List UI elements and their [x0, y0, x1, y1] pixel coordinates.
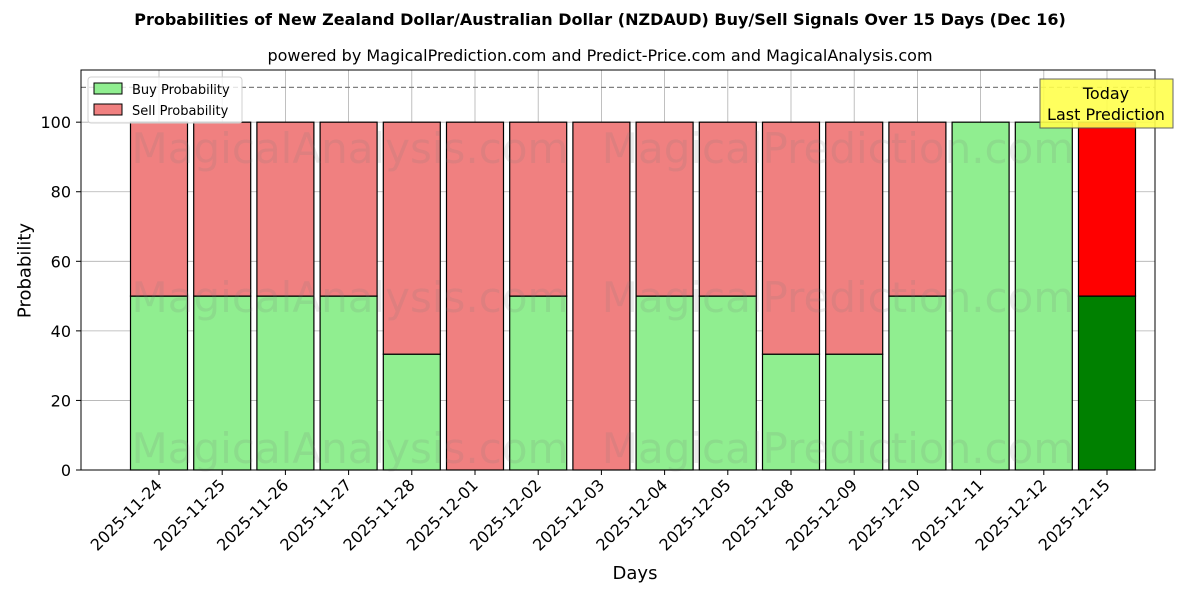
svg-text:80: 80	[51, 183, 71, 202]
svg-text:MagicalAnalysis.com: MagicalAnalysis.com	[132, 124, 569, 173]
svg-text:20: 20	[51, 391, 71, 410]
bar-group-2025-12-05	[698, 121, 757, 471]
svg-text:MagicalPrediction.com: MagicalPrediction.com	[602, 273, 1075, 322]
y-axis-label: Probability	[14, 222, 36, 319]
svg-text:100: 100	[40, 113, 71, 132]
today-annotation: Today Last Prediction	[1039, 78, 1174, 129]
bar-group-2025-12-09	[825, 121, 884, 471]
legend-buy-label: Buy Probability	[132, 83, 230, 98]
buy-bar	[129, 295, 189, 471]
svg-text:Last Prediction: Last Prediction	[1047, 105, 1165, 124]
buy-bar	[1077, 295, 1137, 471]
buy-bar	[951, 121, 1010, 471]
buy-bar	[635, 295, 694, 471]
sell-bar	[256, 121, 315, 297]
svg-text:MagicalAnalysis.com: MagicalAnalysis.com	[132, 273, 569, 322]
buy-bar	[825, 353, 884, 471]
buy-bar	[888, 295, 947, 471]
watermarks: MagicalAnalysis.com MagicalPrediction.com…	[132, 124, 1075, 473]
sell-bar	[1077, 121, 1137, 297]
buy-bar	[319, 295, 378, 471]
svg-text:Today: Today	[1082, 84, 1129, 103]
chart-title: Probabilities of New Zealand Dollar/Aust…	[134, 10, 1066, 29]
legend-sell-label: Sell Probability	[132, 104, 229, 119]
svg-text:MagicalPrediction.com: MagicalPrediction.com	[602, 424, 1075, 473]
buy-bar	[698, 295, 757, 471]
bar-group-2025-12-15	[1077, 121, 1137, 471]
sell-bar	[698, 121, 757, 297]
x-axis-ticks: 2025-11-242025-11-252025-11-262025-11-27…	[87, 470, 1114, 555]
bar-group-2025-11-25	[193, 121, 252, 471]
legend: Buy Probability Sell Probability	[87, 76, 243, 124]
svg-text:MagicalAnalysis.com: MagicalAnalysis.com	[132, 424, 569, 473]
svg-text:40: 40	[51, 322, 71, 341]
sell-bar	[509, 121, 568, 297]
plot-frame	[80, 69, 1156, 471]
sell-bar	[825, 121, 884, 355]
legend-buy-swatch	[93, 82, 123, 95]
sell-bar	[193, 121, 252, 297]
sell-bar	[761, 121, 821, 355]
y-axis-ticks: 0 20 40 60 80 100	[40, 113, 81, 480]
sell-bar	[888, 121, 947, 297]
sell-bar	[445, 121, 505, 471]
legend-sell-swatch	[93, 103, 123, 116]
bar-group-2025-12-11	[951, 121, 1010, 471]
bar-group-2025-11-24	[129, 121, 189, 471]
svg-text:MagicalPrediction.com: MagicalPrediction.com	[602, 124, 1075, 173]
buy-bar	[761, 353, 821, 471]
sell-bar	[635, 121, 694, 297]
bar-group-2025-11-27	[319, 121, 378, 471]
svg-text:60: 60	[51, 252, 71, 271]
bar-group-2025-12-04	[635, 121, 694, 471]
chart-subtitle: powered by MagicalPrediction.com and Pre…	[267, 46, 933, 65]
sell-bar	[572, 121, 631, 471]
svg-text:0: 0	[61, 461, 71, 480]
sell-bar	[382, 121, 441, 355]
bar-group-2025-12-08	[761, 121, 821, 471]
bar-group-2025-12-10	[888, 121, 947, 471]
bar-group-2025-12-02	[509, 121, 568, 471]
bar-group-2025-12-03	[572, 121, 631, 471]
x-axis-label: Days	[612, 563, 658, 584]
bar-group-2025-11-28	[382, 121, 441, 471]
sell-bar	[319, 121, 378, 297]
bar-group-2025-12-01	[445, 121, 505, 471]
